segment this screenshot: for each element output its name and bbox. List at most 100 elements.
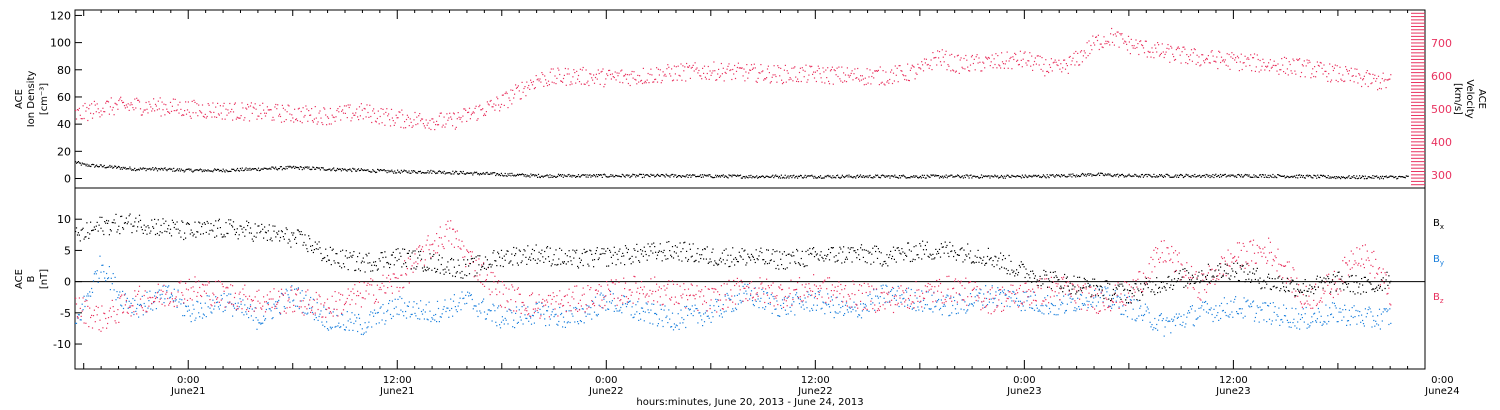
bz-series-point bbox=[769, 301, 771, 304]
bz-series-point bbox=[402, 287, 404, 289]
density-series-point bbox=[324, 169, 326, 171]
velocity-series-point bbox=[448, 117, 450, 119]
velocity-series-point bbox=[634, 78, 636, 80]
velocity-series-point bbox=[251, 112, 253, 114]
by-series-point bbox=[351, 312, 353, 314]
density-series-point bbox=[131, 169, 133, 171]
bz-series-point bbox=[763, 293, 765, 295]
by-series-point bbox=[694, 304, 696, 306]
by-series-point bbox=[287, 294, 289, 296]
density-series-point bbox=[1040, 176, 1043, 179]
velocity-series-point bbox=[406, 114, 408, 116]
velocity-series-point bbox=[504, 92, 506, 95]
velocity-series-point bbox=[609, 73, 612, 76]
by-series-point bbox=[979, 292, 981, 294]
by-series-point bbox=[1215, 305, 1217, 307]
bz-series-point bbox=[488, 288, 490, 290]
by-series-point bbox=[1090, 303, 1092, 306]
bz-series-point bbox=[667, 283, 669, 285]
density-series-point bbox=[777, 175, 779, 177]
bz-series-point bbox=[309, 299, 311, 301]
velocity-series-point bbox=[1043, 63, 1045, 65]
velocity-series-point bbox=[1243, 62, 1245, 64]
density-series-point bbox=[1238, 173, 1240, 176]
density-series-point bbox=[885, 175, 887, 177]
velocity-series-point bbox=[573, 69, 575, 71]
bz-series-point bbox=[411, 265, 413, 267]
density-series-point bbox=[748, 175, 750, 177]
by-series-point bbox=[701, 319, 703, 321]
bz-series-point bbox=[453, 246, 455, 248]
density-series-point bbox=[482, 172, 484, 174]
density-series-point bbox=[592, 175, 594, 177]
by-series-point bbox=[602, 294, 604, 296]
velocity-series-point bbox=[1075, 50, 1077, 53]
velocity-series-point bbox=[682, 65, 684, 67]
by-series-point bbox=[79, 319, 81, 321]
bz-series-point bbox=[296, 289, 299, 291]
density-series-point bbox=[1325, 177, 1327, 179]
bz-series-point bbox=[502, 293, 504, 295]
velocity-series-point bbox=[995, 53, 997, 55]
by-series-point bbox=[1173, 319, 1175, 321]
by-series-point bbox=[693, 310, 695, 312]
density-series-point bbox=[671, 173, 673, 176]
by-series-point bbox=[447, 307, 449, 309]
by-series-point bbox=[587, 313, 589, 315]
velocity-series-point bbox=[529, 88, 531, 90]
velocity-series-point bbox=[1026, 64, 1028, 66]
by-series-point bbox=[593, 311, 596, 313]
density-series-point bbox=[250, 169, 252, 171]
bz-series-point bbox=[583, 293, 585, 295]
bz-series-point bbox=[609, 293, 612, 295]
by-series-point bbox=[653, 303, 655, 305]
density-series-point bbox=[977, 175, 979, 178]
density-series-point bbox=[675, 174, 677, 176]
velocity-series-point bbox=[756, 81, 758, 83]
density-series-point bbox=[871, 177, 873, 179]
velocity-series-point bbox=[1301, 64, 1303, 66]
by-series-point bbox=[436, 300, 439, 302]
velocity-series-point bbox=[1119, 33, 1121, 35]
density-series-point bbox=[94, 166, 96, 168]
density-series-point bbox=[741, 177, 743, 179]
density-series-point bbox=[398, 171, 401, 173]
density-series-point bbox=[421, 171, 423, 174]
density-series-point bbox=[523, 175, 525, 177]
bz-series-point bbox=[424, 259, 426, 261]
density-series-point bbox=[1129, 175, 1131, 177]
velocity-series-point bbox=[499, 106, 502, 108]
velocity-series-point bbox=[452, 125, 454, 127]
velocity-series-point bbox=[1216, 56, 1218, 58]
by-series-point bbox=[880, 285, 882, 287]
density-series-point bbox=[1160, 174, 1163, 176]
density-series-point bbox=[1376, 175, 1378, 177]
density-series-point bbox=[528, 175, 530, 177]
bz-series-point bbox=[223, 290, 225, 292]
by-series-point bbox=[881, 287, 883, 290]
bz-series-point bbox=[367, 282, 369, 284]
velocity-series-point bbox=[337, 108, 339, 110]
velocity-series-point bbox=[281, 104, 283, 106]
velocity-series-point bbox=[1317, 64, 1319, 66]
velocity-series-point bbox=[530, 81, 533, 84]
velocity-series-point bbox=[542, 73, 544, 76]
velocity-series-point bbox=[840, 80, 842, 82]
bz-series-point bbox=[670, 299, 672, 301]
density-series-point bbox=[499, 175, 501, 177]
velocity-series-point bbox=[976, 54, 978, 56]
velocity-series-point bbox=[506, 92, 508, 95]
by-series-point bbox=[758, 307, 760, 309]
bz-series-point bbox=[547, 294, 550, 297]
by-series-point bbox=[792, 297, 794, 299]
velocity-series-point bbox=[1388, 78, 1390, 80]
velocity-series-point bbox=[514, 93, 516, 95]
bz-series-point bbox=[283, 310, 285, 312]
by-series-point bbox=[423, 318, 425, 320]
velocity-series-point bbox=[1088, 40, 1090, 42]
bz-series-point bbox=[234, 292, 236, 294]
bz-series-point bbox=[446, 228, 448, 230]
velocity-series-point bbox=[740, 67, 742, 69]
bz-series-point bbox=[415, 261, 417, 263]
density-series-point bbox=[619, 176, 621, 178]
